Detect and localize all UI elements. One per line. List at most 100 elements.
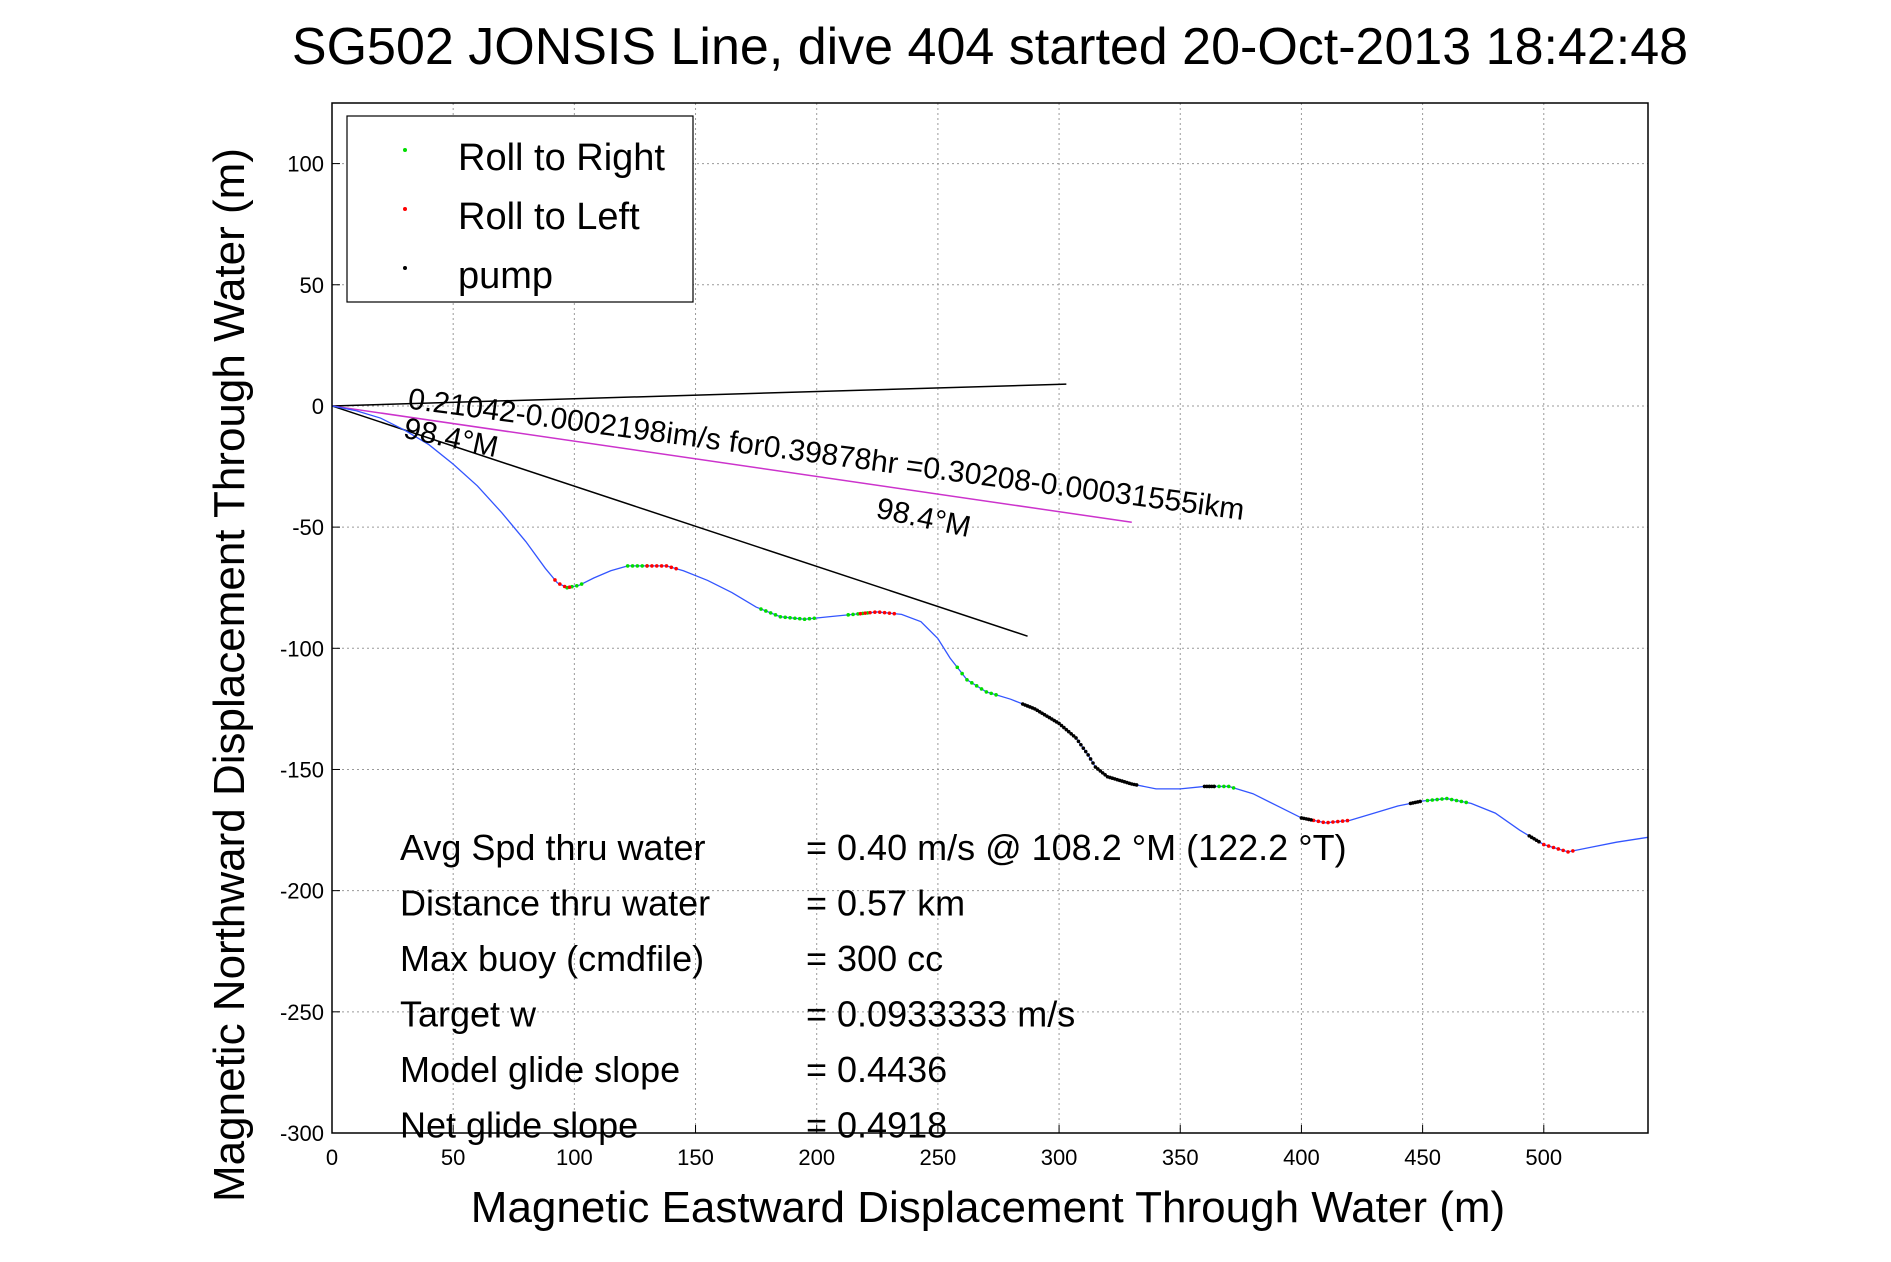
x-tick-label: 100 xyxy=(556,1145,593,1170)
pump-marker xyxy=(1088,757,1093,761)
roll-right-marker xyxy=(1454,798,1459,803)
reference-lines xyxy=(331,383,1132,637)
reference-line xyxy=(331,405,1028,637)
annotation-text: 98.4°M xyxy=(873,492,973,544)
roll-left-marker xyxy=(669,565,674,570)
roll-right-marker xyxy=(1425,798,1430,803)
roll-right-marker xyxy=(640,564,645,568)
y-tick-label: 0 xyxy=(312,394,324,419)
stat-value: = 300 cc xyxy=(806,938,943,979)
pump-marker xyxy=(1057,721,1061,726)
stat-value: = 0.0933333 m/s xyxy=(806,994,1075,1035)
pump-marker xyxy=(1134,783,1139,787)
roll-right-marker xyxy=(579,582,584,586)
pump-marker xyxy=(1083,749,1088,754)
pump-marker xyxy=(1064,727,1069,732)
reference-line xyxy=(331,405,1132,524)
pump-marker xyxy=(1069,732,1073,736)
y-tick-label: 50 xyxy=(300,273,324,298)
roll-left-marker xyxy=(1321,820,1326,825)
roll-right-marker xyxy=(625,564,630,568)
y-tick-label: -50 xyxy=(292,515,324,540)
y-tick-label: -150 xyxy=(280,757,324,782)
pump-marker xyxy=(1086,753,1090,757)
pump-marker xyxy=(1418,799,1422,804)
pump-marker xyxy=(1100,771,1105,775)
stat-value: = 0.57 km xyxy=(806,883,965,924)
roll-left-marker xyxy=(1335,819,1340,824)
roll-right-marker xyxy=(768,611,773,615)
roll-right-marker xyxy=(1231,786,1236,790)
grid-lines xyxy=(331,103,1648,1134)
roll-left-marker xyxy=(877,610,882,614)
stat-label: Target w xyxy=(400,994,537,1035)
roll-right-marker xyxy=(1459,799,1464,804)
legend-swatch xyxy=(403,148,407,152)
x-tick-label: 0 xyxy=(326,1145,338,1170)
y-tick-label: -100 xyxy=(280,636,324,661)
roll-right-marker xyxy=(1217,784,1221,789)
roll-right-marker xyxy=(778,614,783,619)
pump-marker xyxy=(1071,734,1076,738)
roll-left-marker xyxy=(868,610,872,615)
y-tick-label: -200 xyxy=(280,879,324,904)
x-tick-label: 400 xyxy=(1283,1145,1320,1170)
x-tick-label: 500 xyxy=(1525,1145,1562,1170)
pump-marker xyxy=(1212,784,1216,789)
roll-right-marker xyxy=(1449,797,1454,802)
roll-left-marker xyxy=(887,611,892,615)
tick-labels: 0 50 100 150 200 250 300 350 400 450 500100500-50-… xyxy=(280,152,1562,1170)
roll-right-marker xyxy=(960,671,964,676)
roll-left-marker xyxy=(654,564,659,568)
roll-right-marker xyxy=(965,678,969,682)
roll-left-marker xyxy=(1541,842,1546,847)
stat-value: = 0.4436 xyxy=(806,1049,947,1090)
roll-left-marker xyxy=(1551,845,1556,850)
legend: Roll to Right Roll to Left pump xyxy=(346,115,694,303)
roll-right-marker xyxy=(793,616,797,621)
stat-label: Model glide slope xyxy=(400,1049,680,1090)
y-tick-label: -300 xyxy=(280,1121,324,1146)
roll-left-marker xyxy=(873,610,877,614)
roll-right-marker xyxy=(989,691,994,696)
pump-marker xyxy=(1093,765,1098,769)
pump-marker xyxy=(1091,761,1095,765)
y-axis-label: Magnetic Northward Displacement Through … xyxy=(205,148,254,1202)
roll-right-marker xyxy=(1464,800,1469,805)
roll-left-marker xyxy=(1561,848,1565,853)
x-tick-label: 50 xyxy=(441,1145,465,1170)
pump-marker xyxy=(1098,769,1103,773)
pump-marker xyxy=(1066,729,1071,734)
pump-marker xyxy=(1076,739,1081,744)
stat-label: Net glide slope xyxy=(400,1105,638,1146)
annotation-text: 0.21042-0.0002198im/s for0.39878hr =0.30… xyxy=(406,383,1246,527)
reference-line xyxy=(331,383,1067,407)
pump-marker xyxy=(1103,773,1107,777)
roll-left-marker xyxy=(1326,820,1330,825)
roll-left-marker xyxy=(1331,820,1335,824)
pump-marker xyxy=(1537,839,1541,844)
roll-left-marker xyxy=(892,611,897,616)
x-tick-label: 350 xyxy=(1162,1145,1199,1170)
stat-label: Max buoy (cmdfile) xyxy=(400,938,704,979)
pump-marker xyxy=(1079,742,1083,747)
roll-right-marker xyxy=(851,612,855,617)
roll-left-marker xyxy=(1340,819,1345,823)
roll-right-marker xyxy=(1435,797,1439,802)
roll-right-marker xyxy=(846,613,851,617)
stats-block: Avg Spd thru water = 0.40 m/s @ 108.2 °M … xyxy=(400,827,1347,1146)
roll-right-marker xyxy=(994,693,998,697)
roll-left-marker xyxy=(1556,847,1561,851)
roll-left-marker xyxy=(882,610,887,615)
y-tick-label: -250 xyxy=(280,1000,324,1025)
roll-left-marker xyxy=(863,611,867,615)
roll-right-marker xyxy=(764,609,768,613)
stat-label: Avg Spd thru water xyxy=(400,827,706,868)
legend-label: Roll to Left xyxy=(458,196,640,238)
roll-right-marker xyxy=(1226,784,1231,789)
pump-marker xyxy=(1074,736,1078,740)
roll-right-marker xyxy=(797,616,802,621)
roll-left-marker xyxy=(558,582,562,586)
roll-left-marker xyxy=(858,611,863,616)
y-tick-label: 100 xyxy=(287,152,324,177)
